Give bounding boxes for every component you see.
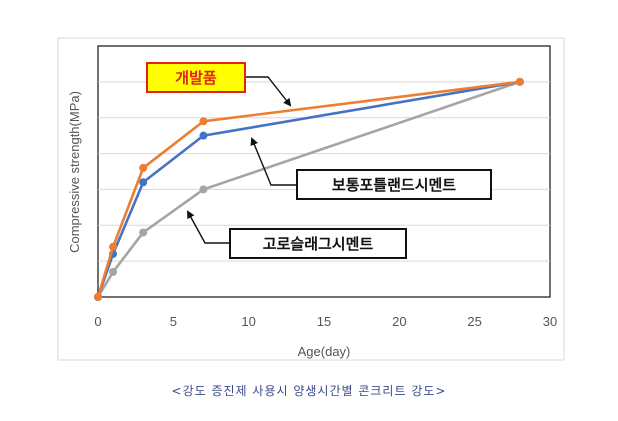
data-point bbox=[199, 117, 208, 126]
callout-arrow bbox=[187, 210, 230, 244]
callout-3: 고로슬래그시멘트 bbox=[187, 210, 407, 259]
callout-2: 보통포틀랜드시멘트 bbox=[250, 137, 492, 200]
series-ed7d31 bbox=[94, 77, 524, 301]
y-axis-title: Compressive strength(MPa) bbox=[67, 91, 82, 253]
callout-box bbox=[146, 62, 246, 93]
callout-box bbox=[296, 169, 492, 200]
x-axis-title: Age(day) bbox=[298, 344, 351, 359]
x-axis-ticks: 0 5 10 15 20 25 30 bbox=[94, 314, 557, 329]
data-point bbox=[139, 228, 148, 237]
data-point bbox=[139, 178, 148, 187]
x-tick-label: 15 bbox=[317, 314, 331, 329]
data-point bbox=[109, 242, 118, 251]
data-point bbox=[515, 77, 524, 86]
callout-1: 개발품 bbox=[146, 62, 292, 107]
data-point bbox=[139, 163, 148, 172]
callout-label: 고로슬래그시멘트 bbox=[263, 235, 374, 253]
data-point bbox=[199, 185, 208, 194]
x-tick-label: 10 bbox=[241, 314, 255, 329]
x-tick-label: 25 bbox=[467, 314, 481, 329]
callout-label: 개발품 bbox=[175, 69, 217, 87]
figure-caption: <강도 증진제 사용시 양생시간별 콘크리트 강도> bbox=[172, 384, 447, 398]
x-tick-label: 20 bbox=[392, 314, 406, 329]
callout-arrow bbox=[250, 137, 297, 186]
x-tick-label: 30 bbox=[543, 314, 557, 329]
data-point bbox=[199, 131, 208, 140]
series-layer bbox=[94, 77, 524, 301]
callout-box bbox=[229, 228, 407, 259]
data-point bbox=[109, 267, 118, 276]
callout-arrow bbox=[245, 76, 292, 107]
x-tick-label: 0 bbox=[94, 314, 101, 329]
data-point bbox=[94, 293, 102, 301]
x-tick-label: 5 bbox=[170, 314, 177, 329]
callout-label: 보통포틀랜드시멘트 bbox=[332, 176, 456, 194]
